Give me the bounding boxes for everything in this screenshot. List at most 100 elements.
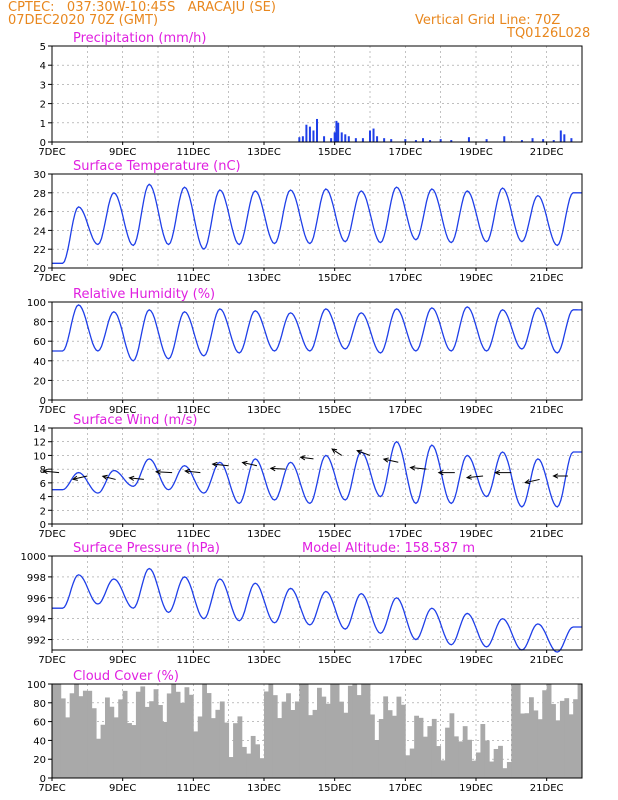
- cloud-bar: [383, 696, 389, 778]
- cloud-bar: [127, 723, 132, 778]
- cloud-bar: [564, 698, 570, 778]
- y-tick-label: 28: [33, 189, 46, 200]
- panel-annotation: Model Altitude: 158.587 m: [302, 541, 475, 556]
- cloud-bar: [91, 708, 97, 778]
- y-tick-label: 20: [33, 264, 46, 275]
- precip-bar: [308, 126, 311, 142]
- x-tick-label: 11DEC: [176, 405, 210, 416]
- cloud-bar: [515, 684, 521, 778]
- y-tick-label: 60: [33, 718, 46, 729]
- y-tick-label: 4: [40, 493, 46, 504]
- cloud-bar: [237, 716, 243, 778]
- x-tick-label: 19DEC: [459, 655, 493, 666]
- panel-frame: [51, 301, 583, 401]
- precip-bar: [467, 137, 470, 142]
- wind-arrow: [102, 475, 116, 480]
- x-tick-label: 15DEC: [318, 529, 352, 540]
- precip-bar: [531, 138, 534, 142]
- cloud-bar: [184, 687, 190, 778]
- precip-bar: [376, 136, 379, 142]
- wind-arrow: [270, 467, 286, 470]
- x-tick-label: 13DEC: [247, 655, 281, 666]
- y-tick-label: 40: [33, 736, 46, 747]
- cloud-bar: [105, 697, 110, 778]
- y-tick-label: 4: [40, 61, 46, 72]
- wind-arrow: [129, 477, 144, 480]
- cloud-bar: [78, 696, 84, 778]
- cloud-bar: [555, 720, 561, 778]
- wind-arrow-head: [269, 465, 276, 472]
- cloud-bar: [272, 695, 278, 778]
- x-tick-label: 9DEC: [109, 655, 136, 666]
- cloud-bar: [537, 719, 543, 778]
- y-tick-label: 30: [33, 170, 46, 181]
- cloud-bar: [96, 738, 101, 778]
- precip-bar: [323, 136, 326, 142]
- cloud-bar: [197, 716, 203, 778]
- y-tick-label: 100: [27, 680, 46, 691]
- series-line: [52, 440, 582, 508]
- cloud-bar: [135, 691, 141, 778]
- y-tick-label: 80: [33, 699, 46, 710]
- precip-bar: [333, 132, 336, 142]
- x-tick-label: 7DEC: [38, 147, 65, 158]
- precip-bar: [520, 140, 523, 142]
- cloud-bar: [423, 736, 428, 778]
- y-tick-label: 992: [27, 636, 46, 647]
- wind-arrow: [410, 467, 427, 470]
- cloud-bar: [529, 697, 534, 778]
- precip-bar: [305, 124, 308, 142]
- x-tick-label: 15DEC: [318, 655, 352, 666]
- precip-bar: [503, 136, 506, 142]
- cloud-bar: [339, 701, 344, 778]
- precip-bar: [485, 139, 488, 142]
- cloud-bar: [303, 684, 309, 778]
- cloud-bar: [180, 702, 185, 778]
- wind-arrow: [212, 463, 229, 467]
- y-tick-label: 80: [33, 318, 46, 329]
- y-tick-label: 2: [40, 506, 46, 517]
- cloud-bar: [471, 760, 477, 778]
- cloud-bar: [405, 755, 411, 778]
- y-tick-label: 12: [33, 438, 46, 449]
- y-tick-label: 0: [40, 138, 46, 149]
- y-tick-label: 24: [33, 226, 46, 237]
- x-tick-label: 17DEC: [388, 783, 422, 794]
- cloud-bar: [498, 745, 503, 778]
- cloud-bar: [520, 713, 525, 778]
- cloud-bar: [149, 701, 154, 778]
- cloud-bar: [378, 719, 384, 778]
- cloud-bar: [480, 724, 486, 778]
- precip-bar: [369, 130, 371, 142]
- cloud-bar: [171, 684, 177, 778]
- x-tick-label: 7DEC: [38, 405, 65, 416]
- wind-arrow: [300, 456, 314, 460]
- cloud-bar: [462, 726, 468, 778]
- header-location: CPTEC: 037:30W-10:45S ARACAJU (SE): [8, 0, 276, 15]
- cloud-bar: [144, 706, 150, 778]
- precip-bar: [390, 139, 393, 142]
- x-tick-label: 19DEC: [459, 273, 493, 284]
- panel-title: Precipitation (mm/h): [73, 31, 206, 46]
- precip-bar: [354, 138, 357, 142]
- cloud-bar: [396, 696, 402, 778]
- wind-arrow-head: [524, 479, 531, 485]
- cloud-bar: [427, 726, 433, 778]
- y-tick-label: 996: [27, 594, 46, 605]
- cloud-bar: [440, 760, 446, 778]
- cloud-bar: [206, 693, 212, 778]
- wind-arrow-head: [494, 469, 501, 476]
- cloud-bar: [228, 757, 234, 778]
- cloud-bar: [356, 695, 362, 778]
- panel-frame: [51, 173, 583, 269]
- cloud-bar: [436, 746, 442, 778]
- y-tick-label: 0: [40, 520, 46, 531]
- precip-bar: [542, 139, 545, 142]
- precip-bar: [429, 140, 432, 142]
- cloud-bar: [458, 741, 464, 778]
- cloud-bar: [365, 684, 371, 778]
- y-tick-label: 6: [40, 479, 46, 490]
- y-tick-label: 14: [33, 424, 46, 435]
- wind-arrow-head: [71, 475, 78, 481]
